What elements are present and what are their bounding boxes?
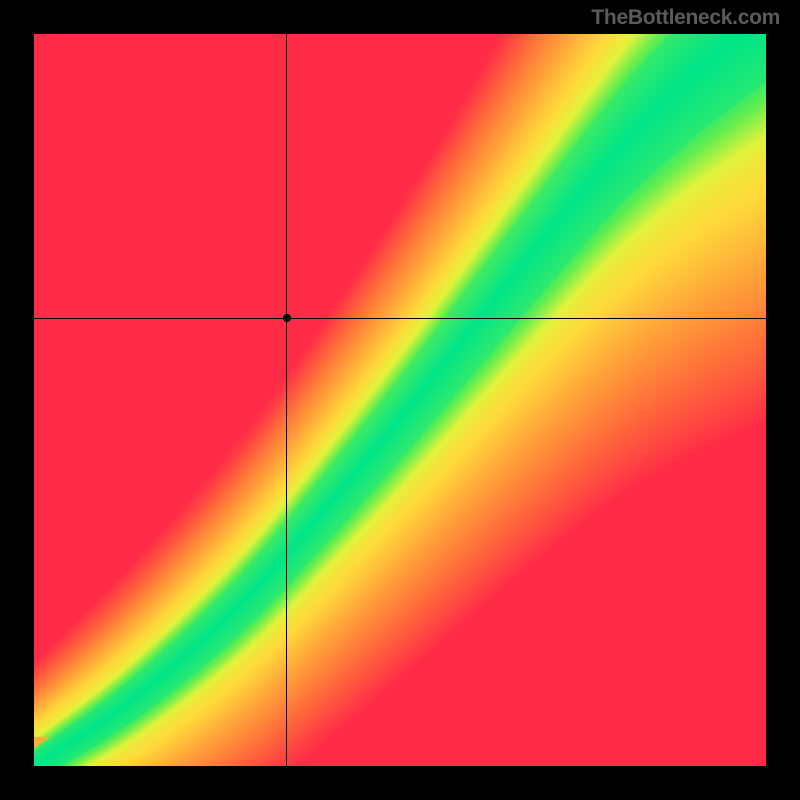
crosshair-marker: [283, 314, 291, 322]
heatmap-plot: [34, 34, 766, 766]
crosshair-vertical: [286, 34, 287, 766]
crosshair-horizontal: [34, 318, 766, 319]
heatmap-canvas: [34, 34, 766, 766]
watermark-text: TheBottleneck.com: [591, 6, 780, 30]
